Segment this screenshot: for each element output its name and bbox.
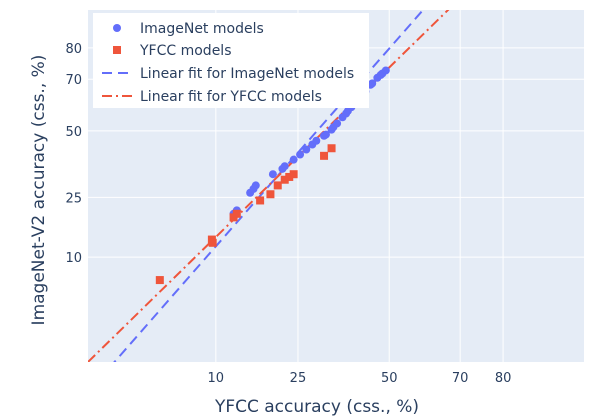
legend-label: YFCC models	[139, 43, 232, 59]
x-tick-label: 80	[495, 371, 512, 386]
yfcc-fit-line	[88, 10, 450, 362]
imagenet-point	[312, 136, 321, 145]
y-tick-label: 10	[65, 251, 82, 266]
y-axis-ticks: 10 25 50 70 80	[65, 42, 82, 266]
y-tick-label: 80	[65, 42, 82, 57]
yfcc-point	[289, 170, 298, 179]
imagenet-point	[368, 79, 377, 88]
y-tick-label: 50	[65, 125, 82, 140]
yfcc-point	[320, 151, 329, 160]
imagenet-point	[268, 170, 277, 179]
yfcc-point	[285, 172, 294, 181]
imagenet-point	[251, 181, 260, 190]
yfcc-point	[155, 276, 164, 285]
legend-label: ImageNet models	[140, 21, 264, 37]
x-tick-label: 70	[452, 371, 469, 386]
x-tick-label: 25	[290, 371, 307, 386]
legend-yfcc-marker	[113, 46, 121, 54]
imagenet-fit-line	[113, 10, 425, 362]
x-axis-title: YFCC accuracy (css., %)	[214, 397, 419, 417]
yfcc-point	[208, 238, 217, 247]
y-tick-label: 70	[65, 73, 82, 88]
y-axis-title: ImageNet-V2 accuracy (css., %)	[29, 55, 49, 326]
y-tick-label: 25	[65, 191, 82, 206]
yfcc-point	[327, 144, 336, 153]
x-tick-label: 50	[381, 371, 398, 386]
imagenet-point	[289, 155, 298, 164]
yfcc-point	[280, 175, 289, 184]
imagenet-point	[302, 145, 311, 154]
x-tick-label: 10	[208, 371, 225, 386]
yfcc-point	[256, 196, 265, 205]
imagenet-point	[321, 130, 330, 139]
legend-imagenet-marker	[113, 24, 121, 32]
yfcc-point	[232, 209, 241, 218]
plot-clip-group	[88, 10, 450, 362]
imagenet-point	[333, 119, 342, 128]
plot-content	[88, 10, 450, 362]
x-axis-ticks: 10 25 50 70 80	[208, 371, 512, 386]
yfcc-point	[266, 190, 275, 199]
imagenet-point	[381, 66, 390, 75]
legend-background	[93, 13, 369, 108]
legend: ImageNet models YFCC models Linear fit for…	[93, 13, 369, 108]
imagenet-point	[296, 150, 305, 159]
imagenet-point	[280, 162, 289, 171]
yfcc-point	[273, 181, 282, 190]
legend-label: Linear fit for ImageNet models	[140, 66, 354, 82]
legend-label: Linear fit for YFCC models	[140, 89, 322, 105]
